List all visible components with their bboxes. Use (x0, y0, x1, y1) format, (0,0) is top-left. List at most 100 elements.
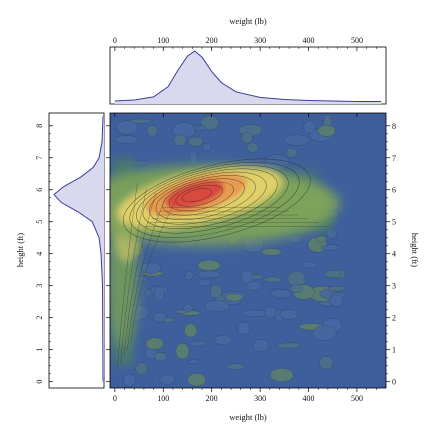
y-tick-label: 1 (392, 346, 396, 355)
y-tick-label: 4 (392, 250, 396, 259)
density-peak (165, 180, 224, 209)
contour-vertical-line (130, 202, 176, 344)
noise-blob (154, 352, 168, 362)
density-contour-plot: 0 100 200 300 400 500 0 1 2 3 4 5 6 7 8 weight (lb) he… (106, 112, 420, 422)
y-tick-label: 0 (392, 378, 396, 387)
noise-blob (204, 299, 230, 313)
noise-blob (172, 122, 196, 139)
noise-blob (237, 321, 251, 335)
height-density-line (53, 116, 104, 382)
contour-ring (182, 188, 212, 203)
noise-blob (315, 235, 327, 243)
y-tick-label: 7 (392, 154, 396, 163)
noise-blob (246, 142, 259, 153)
main-frame (109, 112, 387, 389)
contour-vertical-line (123, 192, 157, 357)
noise-blob (261, 248, 282, 256)
noise-blob (202, 142, 212, 152)
left-y-tick-label: 6 (35, 188, 44, 192)
y-tick-label: 3 (392, 282, 396, 291)
contour-lines (117, 158, 328, 369)
contour-ring (136, 165, 289, 234)
noise-blob (184, 270, 194, 281)
noise-blob (152, 311, 167, 323)
weight-density-area (114, 51, 382, 104)
x-tick-label: 300 (254, 394, 266, 403)
noise-blob (197, 259, 221, 271)
top-x-tick-label: 500 (351, 36, 363, 45)
noise-blob (116, 120, 138, 135)
noise-blob (270, 288, 292, 299)
height-marginal-frame (48, 112, 105, 389)
noise-blob (154, 286, 165, 302)
noise-blob (303, 120, 316, 135)
top-x-tick-label: 300 (254, 36, 266, 45)
bottom-xlabel: weight (lb) (229, 412, 267, 422)
noise-blob (209, 284, 223, 299)
contour-vertical-line (127, 197, 166, 350)
contour-ring (122, 158, 311, 243)
noise-blob (320, 244, 341, 251)
noise-blob (188, 340, 207, 347)
noise-blob (186, 373, 207, 387)
noise-blob (189, 150, 199, 167)
y-tick-label: 6 (392, 186, 396, 195)
left-y-tick-label: 2 (35, 316, 44, 320)
noise-blob (289, 284, 304, 293)
noise-blob (241, 131, 253, 144)
weight-marginal-ticks: 0 100 200 300 400 500 (113, 36, 377, 51)
noise-blob (226, 363, 246, 370)
noise-blob (250, 274, 264, 280)
x-tick-label: 100 (157, 394, 169, 403)
noise-blob (194, 125, 207, 131)
main-axis-ticks: 0 100 200 300 400 500 0 1 2 3 4 5 6 7 8 (106, 113, 396, 403)
contour-ring (168, 181, 234, 212)
left-y-tick-label: 0 (35, 380, 44, 384)
noise-blob (135, 362, 148, 376)
top-x-tick-label: 200 (206, 36, 218, 45)
noise-blob (246, 281, 263, 291)
left-ylabel: height (ft) (15, 233, 25, 267)
noise-blob (285, 147, 298, 158)
noise-blob (197, 270, 221, 279)
height-marginal-plot: 0 1 2 3 4 5 6 7 8 height (ft) (15, 112, 105, 389)
noise-blob (175, 343, 190, 360)
noise-blob (114, 135, 139, 144)
noise-blob (317, 124, 336, 137)
weight-density-line (114, 50, 382, 102)
contour-vertical-line (117, 183, 138, 369)
noise-blob (146, 125, 158, 137)
noise-blob (145, 337, 164, 350)
noise-blob (242, 309, 268, 317)
contour-ring (129, 162, 300, 238)
noise-blob (187, 359, 201, 365)
noise-blob (213, 335, 233, 345)
y-tick-label: 8 (392, 122, 396, 131)
noise-blob (312, 325, 337, 341)
height-density-area (54, 116, 104, 382)
right-ylabel: height (ft) (410, 233, 420, 267)
noise-blob (174, 309, 187, 314)
left-y-tick-label: 1 (35, 348, 44, 352)
contour-ring (162, 178, 245, 216)
x-tick-label: 400 (303, 394, 315, 403)
noise-blob (276, 342, 302, 349)
contour-ring (155, 175, 256, 220)
noise-blob (264, 306, 278, 319)
contour-vertical-line (120, 188, 147, 363)
y-tick-label: 5 (392, 218, 396, 227)
noise-blob (173, 134, 187, 147)
noise-blob (252, 339, 270, 353)
x-tick-label: 200 (206, 394, 218, 403)
left-y-tick-label: 8 (35, 124, 44, 128)
noise-blob (288, 234, 302, 244)
left-y-tick-label: 5 (35, 220, 44, 224)
x-tick-label: 0 (113, 394, 117, 403)
noise-blob (263, 276, 282, 284)
y-tick-label: 2 (392, 314, 396, 323)
noise-blob (141, 261, 161, 274)
x-tick-label: 500 (351, 394, 363, 403)
top-x-tick-label: 0 (113, 36, 117, 45)
noise-blob (184, 323, 198, 338)
